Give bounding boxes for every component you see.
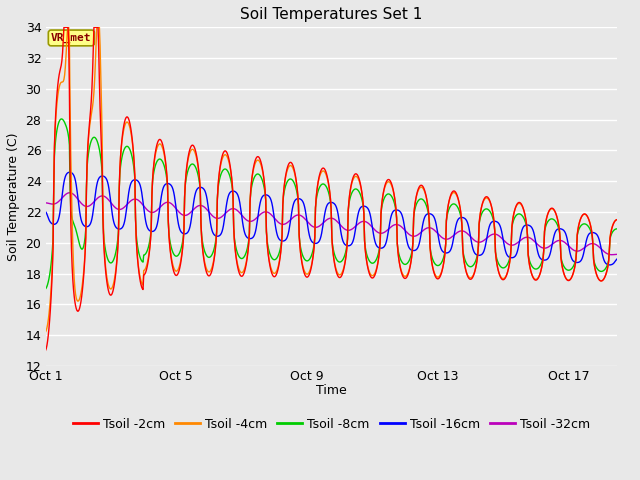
Text: VR_met: VR_met [51,33,92,43]
Legend: Tsoil -2cm, Tsoil -4cm, Tsoil -8cm, Tsoil -16cm, Tsoil -32cm: Tsoil -2cm, Tsoil -4cm, Tsoil -8cm, Tsoi… [68,413,595,436]
Y-axis label: Soil Temperature (C): Soil Temperature (C) [7,132,20,261]
X-axis label: Time: Time [316,384,347,397]
Title: Soil Temperatures Set 1: Soil Temperatures Set 1 [241,7,422,22]
